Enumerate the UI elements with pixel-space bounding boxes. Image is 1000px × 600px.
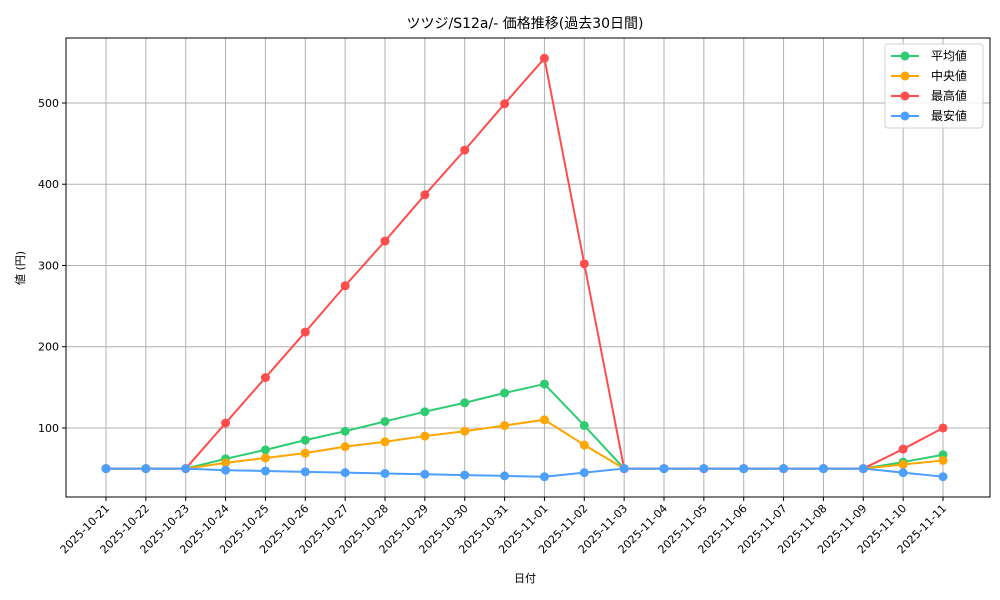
data-point [539,53,549,63]
data-point [420,407,430,417]
data-point [260,453,270,463]
data-point [340,442,350,452]
data-point [539,415,549,425]
data-point [619,464,629,474]
legend-item: 中央値 [891,68,967,83]
legend-marker-icon [900,51,910,61]
data-point [739,464,749,474]
data-point [221,418,231,428]
data-point [181,464,191,474]
data-point [300,467,310,477]
legend-item: 平均値 [891,48,967,63]
data-point [460,398,470,408]
data-point [460,426,470,436]
plot-frame [65,37,991,498]
data-point [938,472,948,482]
y-tick-label: 100 [38,422,59,435]
data-point [938,423,948,433]
legend-label: 中央値 [931,68,967,83]
data-point [260,466,270,476]
data-point [500,421,510,431]
data-point [460,145,470,155]
series-最高値 [101,53,948,474]
data-point [340,281,350,291]
y-axis-ticks: 100 200 300 400 500 [38,97,66,435]
legend-marker-icon [900,71,910,81]
data-point [779,464,789,474]
data-point [380,416,390,426]
data-point [340,468,350,478]
data-point [221,465,231,475]
legend-label: 最安値 [931,108,967,123]
data-point [579,421,589,431]
legend-item: 最安値 [891,108,967,123]
data-point [539,472,549,482]
grid [66,38,990,497]
data-point [380,236,390,246]
data-point [340,426,350,436]
data-point [579,468,589,478]
data-point [260,373,270,383]
data-point [898,468,908,478]
data-point [500,471,510,481]
y-tick-label: 500 [38,97,59,110]
x-axis-ticks: 2025-10-212025-10-222025-10-232025-10-24… [58,497,949,556]
data-point [460,470,470,480]
legend-marker-icon [900,111,910,121]
data-point [938,455,948,465]
data-point [579,259,589,269]
data-point [898,460,908,470]
data-point [699,464,709,474]
data-point [420,431,430,441]
y-tick-label: 300 [38,259,59,272]
data-point [579,440,589,450]
data-point [500,388,510,398]
series-lines [101,53,948,482]
data-point [420,469,430,479]
data-point [898,444,908,454]
data-point [500,99,510,109]
legend-label: 平均値 [931,48,967,63]
y-tick-label: 200 [38,341,59,354]
data-point [659,464,669,474]
data-point [300,448,310,458]
legend-label: 最高値 [931,88,967,103]
x-axis-label: 日付 [514,572,536,585]
data-point [300,435,310,445]
y-axis-label: 値 (円) [14,251,27,285]
legend-marker-icon [900,91,910,101]
data-point [300,327,310,337]
legend-item: 最高値 [891,88,967,103]
data-point [141,464,151,474]
y-tick-label: 400 [38,178,59,191]
data-point [539,379,549,389]
data-point [380,468,390,478]
series-最安値 [101,464,948,482]
data-point [380,437,390,447]
chart-title: ツツジ/S12a/- 価格推移(過去30日間) [407,16,644,32]
data-point [260,445,270,455]
data-point [221,458,231,468]
data-point [818,464,828,474]
data-point [101,464,111,474]
data-point [420,190,430,200]
data-point [858,464,868,474]
